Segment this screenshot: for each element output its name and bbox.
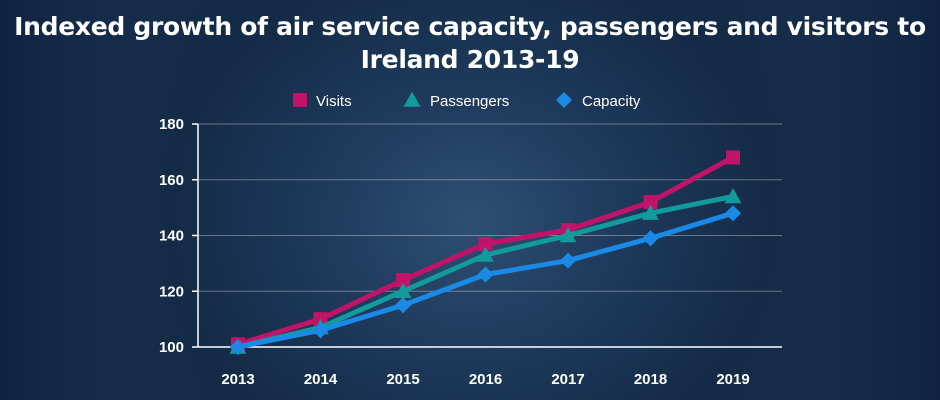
- data-point-capacity: [229, 338, 247, 356]
- y-tick-label: 120: [159, 283, 184, 300]
- legend-label-visits: Visits: [316, 93, 352, 110]
- data-point-capacity: [559, 252, 577, 269]
- data-point-visits: [726, 150, 740, 165]
- data-point-passengers: [477, 246, 494, 262]
- gridlines: [198, 123, 782, 292]
- legend: Visits Passengers Capacity: [293, 91, 641, 110]
- y-tick-label: 160: [159, 172, 184, 189]
- data-point-passengers: [559, 227, 577, 243]
- legend-marker-visits: [293, 93, 307, 107]
- data-point-capacity: [394, 297, 412, 314]
- x-tick-label: 2013: [221, 371, 254, 388]
- data-point-capacity: [724, 205, 742, 222]
- x-tick-label: 2018: [634, 371, 667, 388]
- axes: [192, 123, 782, 348]
- data-point-visits: [643, 195, 658, 210]
- y-tick-label: 100: [159, 339, 184, 356]
- legend-label-passengers: Passengers: [430, 93, 509, 110]
- data-point-passengers: [724, 188, 742, 204]
- series: [229, 150, 742, 356]
- legend-marker-capacity: [555, 91, 573, 109]
- data-point-passengers: [394, 282, 412, 298]
- data-point-visits: [478, 236, 493, 251]
- tick-labels: 100 120 140 160 180 2013 2014 2015 2016 2017 2018 2…: [159, 116, 750, 388]
- data-point-passengers: [642, 204, 659, 220]
- x-tick-label: 2014: [304, 371, 338, 388]
- y-tick-label: 140: [159, 228, 184, 245]
- x-tick-label: 2019: [716, 371, 749, 388]
- legend-marker-passengers: [403, 91, 421, 107]
- chart-title: Indexed growth of air service capacity, …: [14, 12, 926, 74]
- data-point-capacity: [642, 230, 659, 247]
- data-point-capacity: [312, 322, 329, 339]
- data-point-visits: [396, 273, 410, 288]
- x-tick-label: 2016: [469, 371, 502, 388]
- legend-label-capacity: Capacity: [582, 93, 641, 110]
- data-point-capacity: [477, 266, 494, 283]
- x-tick-label: 2017: [551, 371, 584, 388]
- y-tick-label: 180: [159, 116, 184, 133]
- x-tick-label: 2015: [386, 371, 419, 388]
